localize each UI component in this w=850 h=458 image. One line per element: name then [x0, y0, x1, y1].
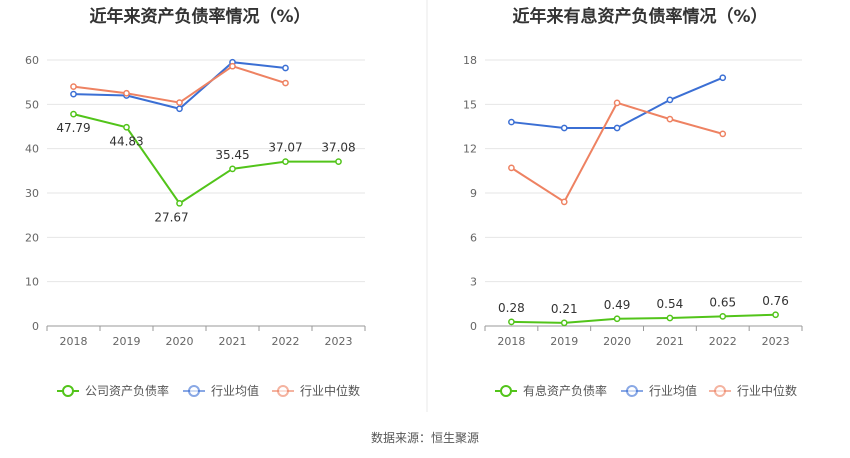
data-label: 0.49: [604, 298, 631, 312]
legend-item-company[interactable]: 公司资产负债率: [57, 383, 169, 398]
y-tick-label: 40: [25, 143, 39, 156]
data-label: 44.83: [109, 134, 143, 148]
x-tick-label: 2018: [60, 335, 88, 348]
series-line-company: [73, 113, 339, 205]
data-point-company: [613, 315, 621, 323]
data-point-company: [719, 313, 727, 320]
data-point-average: [508, 118, 515, 126]
data-label: 27.67: [154, 210, 188, 224]
x-tick-label: 2023: [325, 335, 353, 348]
x-tick-label: 2019: [550, 335, 578, 348]
legend-item-average[interactable]: 行业均值: [621, 383, 697, 398]
data-label: 0.21: [551, 302, 578, 316]
data-point-company: [335, 158, 342, 165]
chart-title: 近年来有息资产负债率情况（%）: [512, 6, 767, 27]
y-tick-label: 18: [463, 54, 477, 67]
data-point-company: [666, 314, 674, 322]
data-point-median: [229, 62, 236, 70]
x-tick-label: 2019: [113, 335, 141, 348]
x-tick-label: 2022: [272, 335, 300, 348]
data-label: 47.79: [56, 121, 90, 135]
data-label: 0.65: [709, 295, 736, 309]
data-point-average: [613, 124, 621, 132]
data-point-average: [176, 105, 183, 113]
x-tick-label: 2022: [709, 335, 737, 348]
chart-1: 近年来资产负债率情况（%） 0 10 20 30 40 50 60 2018 2019 2020 20…: [25, 6, 366, 398]
y-tick-label: 12: [463, 143, 477, 156]
data-point-average: [70, 90, 77, 98]
legend-label: 公司资产负债率: [85, 383, 169, 398]
legend-label: 行业均值: [211, 383, 259, 398]
legend-marker: [714, 385, 726, 397]
series-line-median: [73, 65, 286, 104]
y-tick-label: 30: [25, 187, 39, 200]
y-tick-label: 0: [32, 320, 39, 333]
legend-marker: [500, 385, 512, 397]
data-label: 0.54: [657, 297, 684, 311]
legend-item-average[interactable]: 行业均值: [183, 383, 259, 398]
data-point-company: [282, 158, 289, 166]
legend-marker: [626, 385, 638, 397]
y-tick-label: 10: [25, 276, 39, 289]
legend-label: 行业中位数: [737, 383, 797, 398]
data-point-company: [123, 123, 130, 131]
data-point-median: [613, 99, 621, 107]
data-point-median: [508, 164, 515, 172]
legend-label: 行业均值: [649, 383, 697, 398]
legend-item-company[interactable]: 有息资产负债率: [495, 383, 607, 398]
x-tick-label: 2020: [166, 335, 194, 348]
x-tick-label: 2021: [656, 335, 684, 348]
y-tick-label: 9: [470, 187, 477, 200]
data-point-median: [70, 83, 77, 90]
data-point-median: [282, 79, 289, 87]
series-line-median: [510, 101, 724, 204]
x-tick-label: 2020: [603, 335, 631, 348]
data-point-median: [176, 99, 183, 106]
y-tick-label: 20: [25, 231, 39, 244]
data-label: 37.07: [268, 141, 302, 155]
y-tick-label: 6: [470, 231, 477, 244]
y-tick-label: 60: [25, 54, 39, 67]
data-point-average: [560, 124, 568, 132]
data-point-average: [282, 64, 289, 72]
data-point-company: [70, 110, 77, 118]
data-point-company: [772, 311, 779, 319]
chart-2: 近年来有息资产负债率情况（%） 0 3 6 9 12 15 18 2018 2019 2020 202…: [463, 6, 803, 398]
series-line-company: [511, 313, 776, 324]
y-tick-label: 15: [463, 98, 477, 111]
chart-title: 近年来资产负债率情况（%）: [89, 6, 310, 27]
legend-item-median[interactable]: 行业中位数: [272, 383, 360, 398]
legend-marker: [188, 385, 200, 397]
data-point-company: [560, 319, 568, 327]
y-tick-label: 3: [470, 276, 477, 289]
data-point-median: [560, 198, 568, 206]
y-tick-label: 50: [25, 98, 39, 111]
legend-marker: [277, 385, 289, 397]
data-point-median: [719, 130, 727, 138]
data-point-company: [229, 165, 236, 173]
y-tick-label: 0: [470, 320, 477, 333]
x-tick-label: 2021: [219, 335, 247, 348]
x-tick-label: 2023: [762, 335, 790, 348]
data-label: 0.76: [762, 294, 789, 308]
legend-label: 有息资产负债率: [523, 383, 607, 398]
data-source-note: 数据来源：恒生聚源: [370, 431, 479, 445]
data-label: 35.45: [215, 148, 249, 162]
x-tick-label: 2018: [497, 335, 525, 348]
data-label: 37.08: [321, 141, 355, 155]
legend-label: 行业中位数: [300, 383, 360, 398]
data-point-company: [176, 199, 183, 207]
data-label: 0.28: [498, 301, 525, 315]
data-point-median: [666, 115, 674, 123]
data-point-median: [123, 89, 130, 97]
legend-marker: [62, 385, 74, 397]
legend-item-median[interactable]: 行业中位数: [709, 383, 797, 398]
data-point-average: [719, 74, 727, 82]
data-point-average: [666, 96, 674, 104]
data-point-company: [508, 318, 515, 326]
